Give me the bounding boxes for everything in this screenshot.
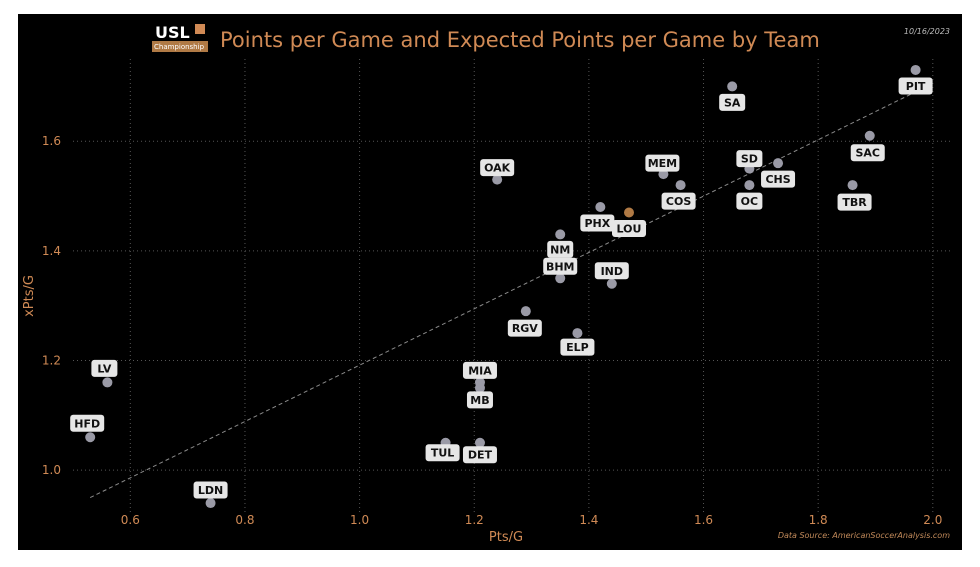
team-label-box — [466, 391, 493, 409]
x-tick-label: 1.2 — [465, 513, 484, 527]
team-label: PHX — [584, 217, 610, 230]
y-tick-label: 1.2 — [42, 354, 61, 368]
data-point — [572, 328, 583, 339]
team-label: LOU — [617, 222, 642, 235]
x-tick-label: 2.0 — [923, 513, 942, 527]
x-tick-label: 0.6 — [121, 513, 140, 527]
data-point — [555, 273, 566, 284]
logo-star-icon — [195, 24, 205, 34]
team-label-box — [850, 144, 885, 162]
data-source: Data Source: AmericanSoccerAnalysis.com — [778, 531, 950, 540]
y-tick-label: 1.0 — [42, 463, 61, 477]
team-label: PIT — [906, 80, 926, 93]
team-label-box — [91, 359, 118, 377]
team-label: SAC — [855, 147, 880, 160]
data-point — [675, 180, 686, 191]
team-label: TBR — [842, 196, 867, 209]
team-label-box — [736, 150, 763, 168]
data-point — [606, 278, 617, 289]
x-tick-label: 1.0 — [350, 513, 369, 527]
grid — [73, 59, 950, 514]
data-point — [205, 498, 216, 509]
team-label: MB — [470, 394, 489, 407]
data-point — [474, 437, 485, 448]
team-label-box — [462, 446, 497, 464]
x-tick-label: 0.8 — [235, 513, 254, 527]
y-tick-label: 1.4 — [42, 244, 61, 258]
team-label-box — [425, 444, 460, 462]
data-point — [85, 432, 96, 443]
data-point — [555, 229, 566, 240]
date-label: 10/16/2023 — [904, 27, 950, 36]
team-label: IND — [601, 265, 623, 278]
y-tick-label: 1.6 — [42, 134, 61, 148]
team-label: HFD — [74, 417, 100, 430]
team-label-box — [560, 338, 595, 356]
x-axis-label: Pts/G — [489, 530, 523, 545]
team-label: OAK — [484, 162, 511, 175]
team-label-box — [594, 262, 629, 280]
team-label-box — [898, 77, 933, 95]
team-label: RGV — [512, 322, 538, 335]
team-label: BHM — [546, 260, 575, 273]
team-label: COS — [666, 195, 691, 208]
team-labels: PIT SA SAC SD CHS OC TBR MEM COS OAK PHX LOU NM BHM IN… — [70, 77, 933, 499]
usl-logo: USL Championship — [152, 21, 208, 53]
team-label-box — [761, 170, 796, 188]
team-label: MEM — [648, 157, 677, 170]
y-axis-label: xPts/G — [22, 275, 37, 317]
chart-title: Points per Game and Expected Points per … — [220, 28, 820, 52]
trend-line-group — [89, 91, 916, 499]
team-label: LV — [97, 362, 111, 375]
logo-text: USL — [155, 23, 190, 42]
data-point — [910, 64, 921, 75]
team-label: CHS — [765, 173, 790, 186]
x-tick-label: 1.8 — [809, 513, 828, 527]
team-label: ELP — [566, 341, 589, 354]
data-point — [520, 306, 531, 317]
logo-sub-bg — [152, 41, 208, 52]
logo-sub-text: Championship — [154, 43, 205, 51]
axis-ticks: 0.6 0.8 1.0 1.2 1.4 1.6 1.8 2.0 1.0 1.2 1.4 1.6 — [42, 134, 942, 527]
team-label: DET — [468, 449, 493, 462]
team-label: NM — [550, 243, 570, 256]
team-label-box — [547, 240, 574, 258]
x-tick-label: 1.4 — [579, 513, 598, 527]
data-points — [85, 64, 921, 509]
team-label-box — [462, 361, 497, 379]
scatter-chart: USL Championship Points per Game and Exp… — [22, 21, 950, 545]
team-label-box — [193, 481, 228, 499]
team-label-box — [507, 319, 542, 337]
chart-frame: USL Championship Points per Game and Exp… — [18, 14, 962, 550]
data-point — [727, 81, 738, 92]
data-point — [864, 130, 875, 141]
team-label-box — [480, 159, 515, 177]
team-label-box — [837, 193, 872, 211]
data-point — [595, 202, 606, 213]
team-label: MIA — [468, 364, 492, 377]
trend-line — [89, 91, 916, 499]
data-point — [744, 180, 755, 191]
data-point — [102, 377, 113, 388]
team-label: LDN — [198, 484, 223, 497]
team-label: OC — [741, 195, 758, 208]
team-label-box — [645, 154, 680, 172]
data-point — [624, 207, 635, 218]
team-label-box — [543, 257, 578, 275]
team-label-box — [612, 219, 647, 237]
data-point — [474, 382, 485, 393]
team-label: SA — [724, 96, 741, 109]
x-tick-label: 1.6 — [694, 513, 713, 527]
team-label: SD — [741, 153, 758, 166]
data-point — [773, 158, 784, 169]
team-label-box — [580, 214, 615, 232]
team-label-box — [661, 192, 696, 210]
team-label-box — [736, 192, 763, 210]
team-label-box — [719, 93, 746, 111]
team-label-box — [70, 414, 105, 432]
data-point — [847, 180, 858, 191]
team-label: TUL — [431, 447, 454, 460]
data-point — [492, 174, 503, 185]
